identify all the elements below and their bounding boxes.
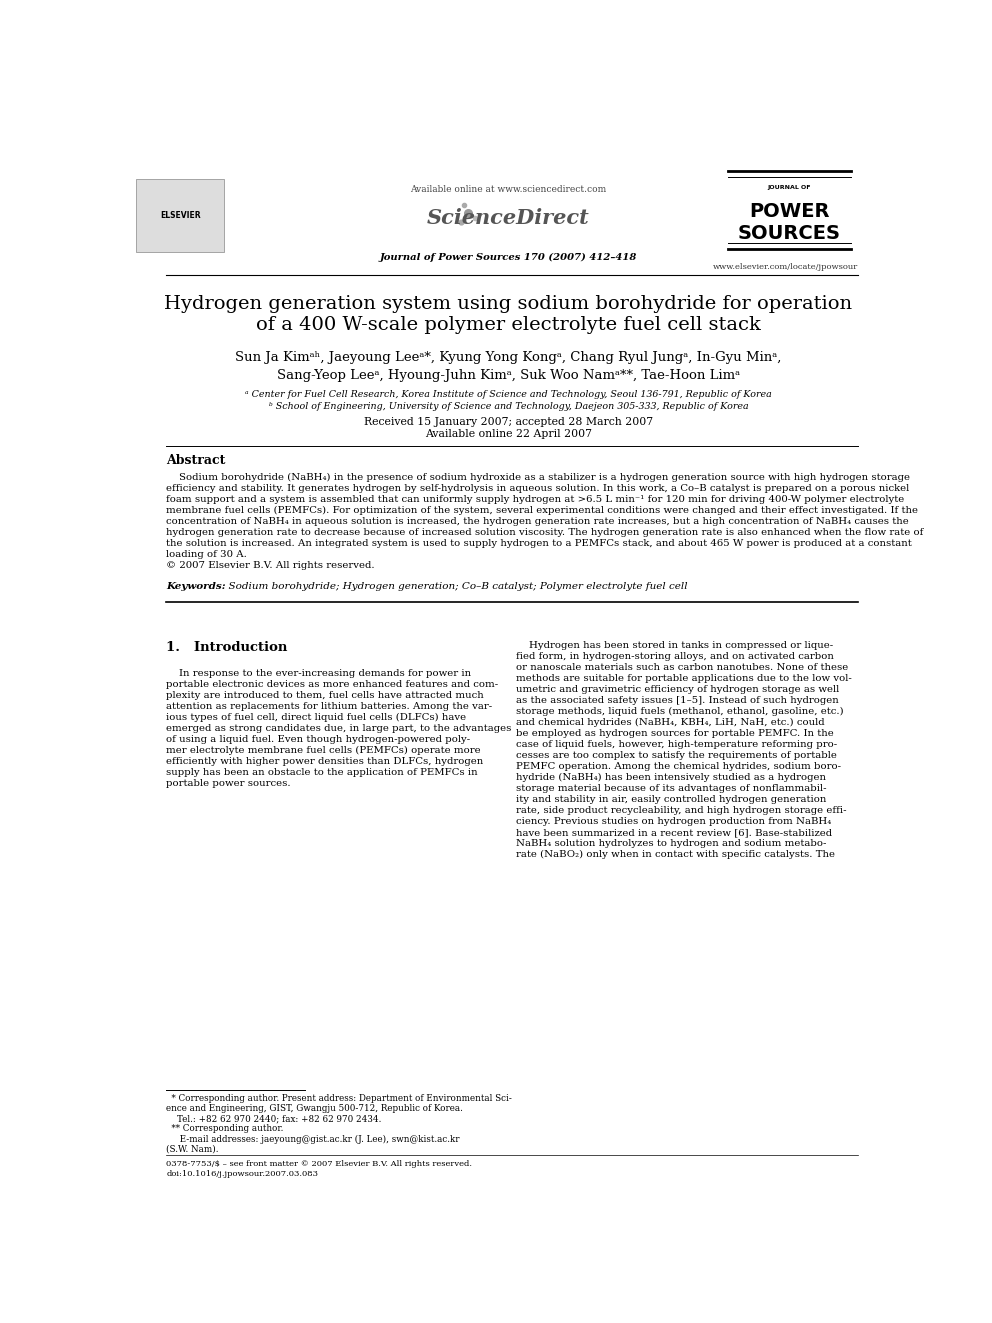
Text: * Corresponding author. Present address: Department of Environmental Sci-: * Corresponding author. Present address:…	[167, 1094, 512, 1103]
Text: ** Corresponding author.: ** Corresponding author.	[167, 1125, 284, 1134]
Text: Keywords:: Keywords:	[167, 582, 226, 591]
Text: efficiency and stability. It generates hydrogen by self-hydrolysis in aqueous so: efficiency and stability. It generates h…	[167, 483, 910, 492]
Text: ciency. Previous studies on hydrogen production from NaBH₄: ciency. Previous studies on hydrogen pro…	[516, 816, 831, 826]
Text: emerged as strong candidates due, in large part, to the advantages: emerged as strong candidates due, in lar…	[167, 725, 512, 733]
Text: Received 15 January 2007; accepted 28 March 2007: Received 15 January 2007; accepted 28 Ma…	[364, 417, 653, 426]
Text: of using a liquid fuel. Even though hydrogen-powered poly-: of using a liquid fuel. Even though hydr…	[167, 736, 470, 745]
Text: POWER: POWER	[749, 202, 829, 221]
Text: ence and Engineering, GIST, Gwangju 500-712, Republic of Korea.: ence and Engineering, GIST, Gwangju 500-…	[167, 1105, 463, 1113]
Text: PEMFC operation. Among the chemical hydrides, sodium boro-: PEMFC operation. Among the chemical hydr…	[516, 762, 841, 771]
Text: Sodium borohydride; Hydrogen generation; Co–B catalyst; Polymer electrolyte fuel: Sodium borohydride; Hydrogen generation;…	[221, 582, 687, 591]
Text: the solution is increased. An integrated system is used to supply hydrogen to a : the solution is increased. An integrated…	[167, 538, 912, 548]
Text: ELSEVIER: ELSEVIER	[160, 212, 200, 221]
Text: fied form, in hydrogen-storing alloys, and on activated carbon: fied form, in hydrogen-storing alloys, a…	[516, 652, 834, 660]
Text: ious types of fuel cell, direct liquid fuel cells (DLFCs) have: ious types of fuel cell, direct liquid f…	[167, 713, 466, 722]
Text: Tel.: +82 62 970 2440; fax: +82 62 970 2434.: Tel.: +82 62 970 2440; fax: +82 62 970 2…	[167, 1114, 382, 1123]
Text: E-mail addresses: jaeyoung@gist.ac.kr (J. Lee), swn@kist.ac.kr: E-mail addresses: jaeyoung@gist.ac.kr (J…	[167, 1135, 459, 1144]
Text: storage methods, liquid fuels (methanol, ethanol, gasoline, etc.): storage methods, liquid fuels (methanol,…	[516, 706, 844, 716]
Text: mer electrolyte membrane fuel cells (PEMFCs) operate more: mer electrolyte membrane fuel cells (PEM…	[167, 746, 481, 755]
Text: Available online 22 April 2007: Available online 22 April 2007	[425, 429, 592, 439]
Text: SOURCES: SOURCES	[737, 224, 840, 242]
Text: Sun Ja Kimᵃʰ, Jaeyoung Leeᵃ*, Kyung Yong Kongᵃ, Chang Ryul Jungᵃ, In-Gyu Minᵃ,: Sun Ja Kimᵃʰ, Jaeyoung Leeᵃ*, Kyung Yong…	[235, 351, 782, 364]
Text: portable power sources.: portable power sources.	[167, 779, 291, 789]
Text: as the associated safety issues [1–5]. Instead of such hydrogen: as the associated safety issues [1–5]. I…	[516, 696, 839, 705]
Text: doi:10.1016/j.jpowsour.2007.03.083: doi:10.1016/j.jpowsour.2007.03.083	[167, 1171, 318, 1179]
Text: rate, side product recycleability, and high hydrogen storage effi-: rate, side product recycleability, and h…	[516, 806, 846, 815]
Text: www.elsevier.com/locate/jpowsour: www.elsevier.com/locate/jpowsour	[713, 263, 858, 271]
Text: Available online at www.sciencedirect.com: Available online at www.sciencedirect.co…	[411, 185, 606, 194]
Text: Hydrogen generation system using sodium borohydride for operation: Hydrogen generation system using sodium …	[165, 295, 852, 314]
Text: rate (NaBO₂) only when in contact with specific catalysts. The: rate (NaBO₂) only when in contact with s…	[516, 849, 835, 859]
Text: be employed as hydrogen sources for portable PEMFC. In the: be employed as hydrogen sources for port…	[516, 729, 834, 738]
Text: Journal of Power Sources 170 (2007) 412–418: Journal of Power Sources 170 (2007) 412–…	[380, 253, 637, 262]
Text: have been summarized in a recent review [6]. Base-stabilized: have been summarized in a recent review …	[516, 828, 832, 837]
Text: and chemical hydrides (NaBH₄, KBH₄, LiH, NaH, etc.) could: and chemical hydrides (NaBH₄, KBH₄, LiH,…	[516, 718, 824, 726]
Text: In response to the ever-increasing demands for power in: In response to the ever-increasing deman…	[167, 669, 471, 679]
Text: cesses are too complex to satisfy the requirements of portable: cesses are too complex to satisfy the re…	[516, 751, 837, 759]
Text: efficiently with higher power densities than DLFCs, hydrogen: efficiently with higher power densities …	[167, 757, 483, 766]
Text: Hydrogen has been stored in tanks in compressed or lique-: Hydrogen has been stored in tanks in com…	[516, 640, 833, 650]
Bar	[136, 179, 224, 253]
Text: foam support and a system is assembled that can uniformly supply hydrogen at >6.: foam support and a system is assembled t…	[167, 495, 905, 504]
Text: ᵃ Center for Fuel Cell Research, Korea Institute of Science and Technology, Seou: ᵃ Center for Fuel Cell Research, Korea I…	[245, 389, 772, 398]
Text: concentration of NaBH₄ in aqueous solution is increased, the hydrogen generation: concentration of NaBH₄ in aqueous soluti…	[167, 516, 909, 525]
Text: ᵇ School of Engineering, University of Science and Technology, Daejeon 305-333, : ᵇ School of Engineering, University of S…	[269, 402, 748, 411]
Text: or nanoscale materials such as carbon nanotubes. None of these: or nanoscale materials such as carbon na…	[516, 663, 848, 672]
Text: JOURNAL OF: JOURNAL OF	[767, 185, 810, 189]
Text: of a 400 W-scale polymer electrolyte fuel cell stack: of a 400 W-scale polymer electrolyte fue…	[256, 316, 761, 333]
Text: 1.   Introduction: 1. Introduction	[167, 640, 288, 654]
Text: Sodium borohydride (NaBH₄) in the presence of sodium hydroxide as a stabilizer i: Sodium borohydride (NaBH₄) in the presen…	[167, 472, 911, 482]
Text: umetric and gravimetric efficiency of hydrogen storage as well: umetric and gravimetric efficiency of hy…	[516, 685, 839, 693]
Text: (S.W. Nam).: (S.W. Nam).	[167, 1144, 219, 1154]
Text: hydride (NaBH₄) has been intensively studied as a hydrogen: hydride (NaBH₄) has been intensively stu…	[516, 773, 826, 782]
Text: © 2007 Elsevier B.V. All rights reserved.: © 2007 Elsevier B.V. All rights reserved…	[167, 561, 375, 569]
Text: supply has been an obstacle to the application of PEMFCs in: supply has been an obstacle to the appli…	[167, 769, 478, 778]
Text: methods are suitable for portable applications due to the low vol-: methods are suitable for portable applic…	[516, 673, 852, 683]
Text: ity and stability in air, easily controlled hydrogen generation: ity and stability in air, easily control…	[516, 795, 826, 804]
Text: plexity are introduced to them, fuel cells have attracted much: plexity are introduced to them, fuel cel…	[167, 692, 484, 700]
Text: hydrogen generation rate to decrease because of increased solution viscosity. Th: hydrogen generation rate to decrease bec…	[167, 528, 924, 537]
Text: Sang-Yeop Leeᵃ, Hyoung-Juhn Kimᵃ, Suk Woo Namᵃ**, Tae-Hoon Limᵃ: Sang-Yeop Leeᵃ, Hyoung-Juhn Kimᵃ, Suk Wo…	[277, 369, 740, 382]
Text: membrane fuel cells (PEMFCs). For optimization of the system, several experiment: membrane fuel cells (PEMFCs). For optimi…	[167, 505, 919, 515]
Text: Abstract: Abstract	[167, 454, 225, 467]
Text: 0378-7753/$ – see front matter © 2007 Elsevier B.V. All rights reserved.: 0378-7753/$ – see front matter © 2007 El…	[167, 1160, 472, 1168]
Text: attention as replacements for lithium batteries. Among the var-: attention as replacements for lithium ba…	[167, 703, 492, 712]
Text: case of liquid fuels, however, high-temperature reforming pro-: case of liquid fuels, however, high-temp…	[516, 740, 837, 749]
Text: loading of 30 A.: loading of 30 A.	[167, 549, 247, 558]
Text: portable electronic devices as more enhanced features and com-: portable electronic devices as more enha…	[167, 680, 498, 689]
Text: NaBH₄ solution hydrolyzes to hydrogen and sodium metabo-: NaBH₄ solution hydrolyzes to hydrogen an…	[516, 839, 826, 848]
Text: storage material because of its advantages of nonflammabil-: storage material because of its advantag…	[516, 783, 826, 792]
Text: ScienceDirect: ScienceDirect	[427, 208, 590, 228]
